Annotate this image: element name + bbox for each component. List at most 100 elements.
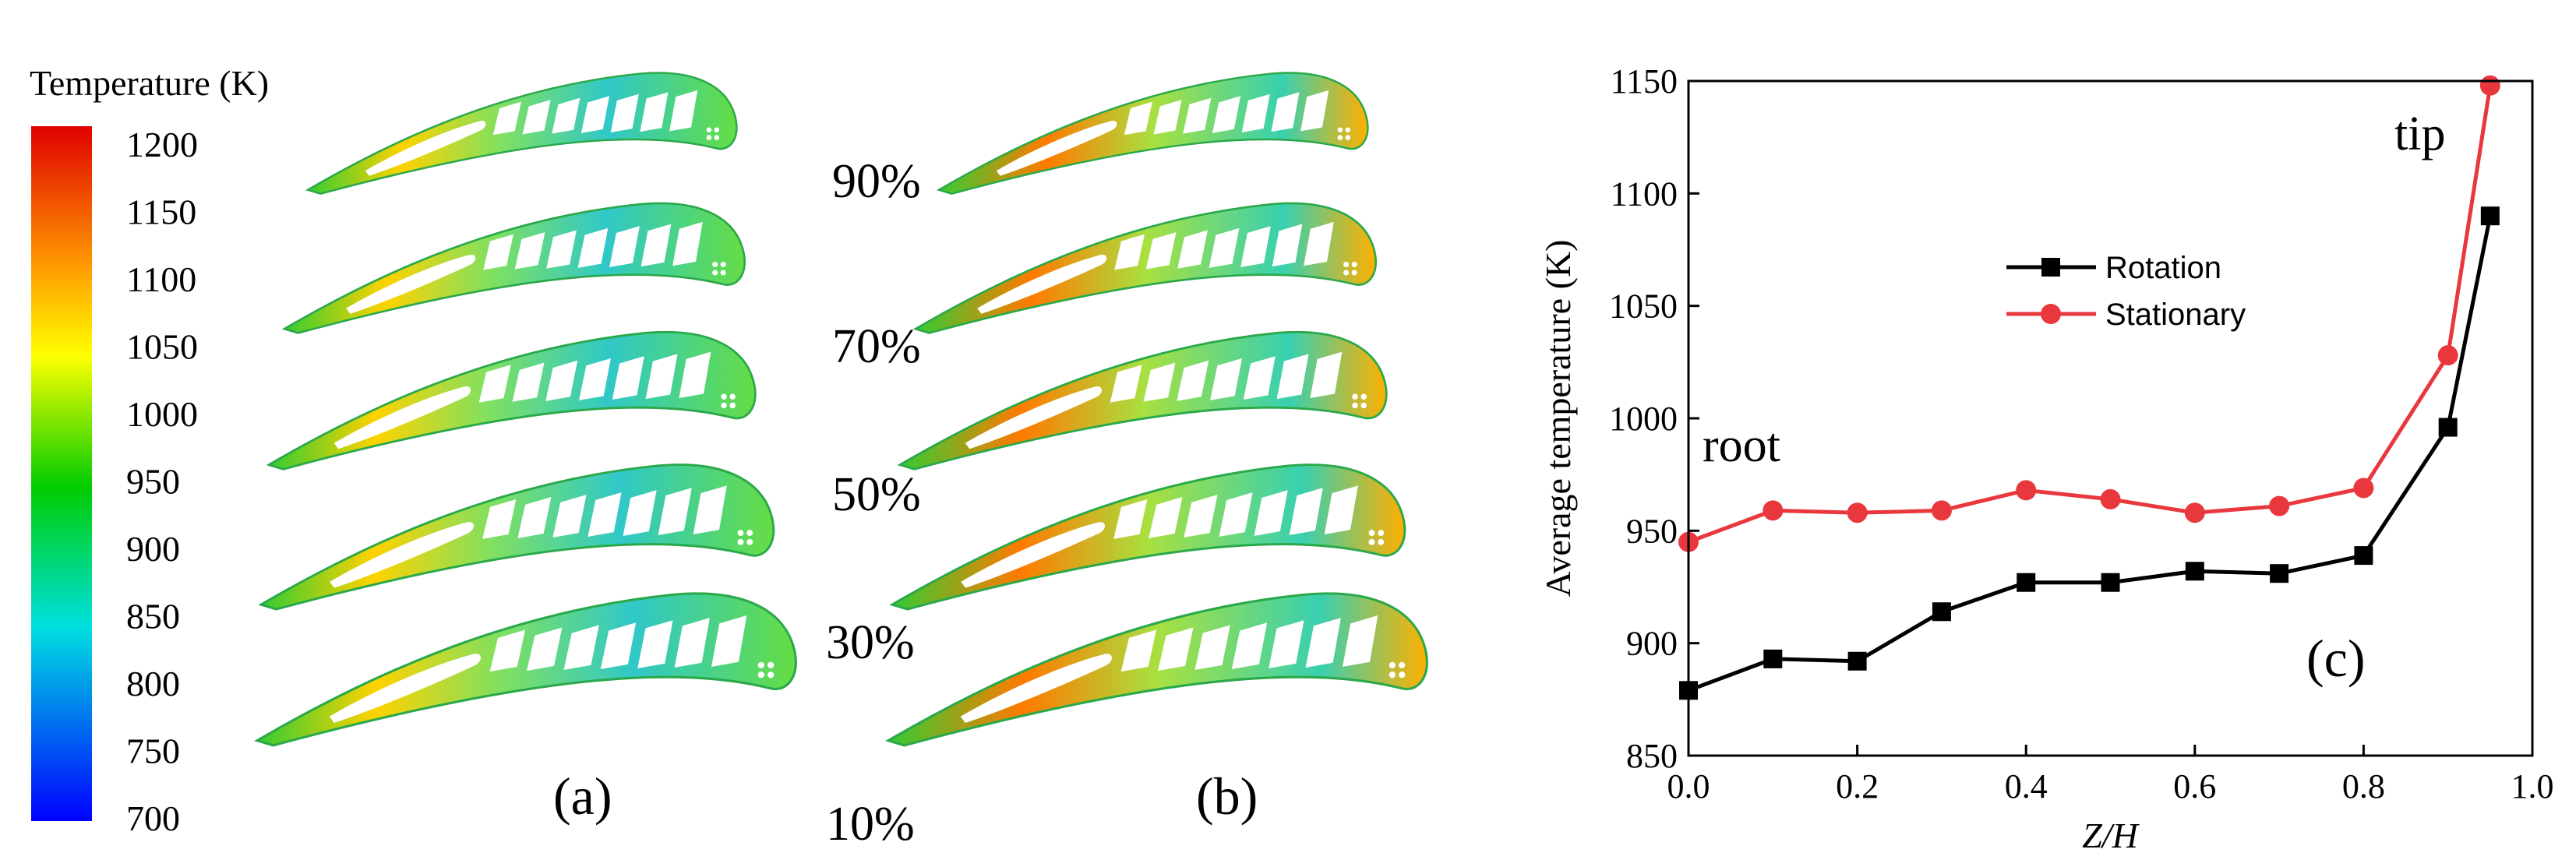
blade-cavity xyxy=(545,360,578,401)
span-label: 10% xyxy=(826,798,915,851)
x-tick-label: 0.8 xyxy=(2342,767,2385,805)
blade-cavity xyxy=(1114,234,1145,270)
point-rotation xyxy=(2270,564,2289,583)
blade-pin-hole xyxy=(1399,671,1406,678)
series-line-rotation xyxy=(1688,215,2493,693)
blade-cavity xyxy=(658,488,692,536)
blade-pin-hole xyxy=(720,261,726,267)
colorbar-tick-label: 1000 xyxy=(126,394,198,434)
panel-a-label: (a) xyxy=(553,767,612,826)
blade-cavity xyxy=(1124,101,1152,136)
blade-cavity xyxy=(563,625,599,671)
blade-cavity xyxy=(1304,221,1334,266)
blade-cavity xyxy=(623,490,657,536)
blade-cavity xyxy=(1300,90,1329,132)
blade-cavity xyxy=(527,627,563,671)
blade-cavity xyxy=(996,121,1117,176)
blade-cavity xyxy=(965,386,1103,449)
y-tick-label: 1000 xyxy=(1609,400,1678,438)
blade-cavity xyxy=(693,485,727,535)
colorbar-tick-label: 800 xyxy=(126,664,180,703)
panel-b-blades xyxy=(885,72,1428,747)
blade-cavity xyxy=(1269,620,1304,668)
blade-cavity xyxy=(610,93,639,132)
blade-pin-hole xyxy=(1337,135,1343,140)
span-label: 30% xyxy=(826,616,915,669)
colorbar-tick-label: 1100 xyxy=(126,259,196,299)
y-tick-label: 900 xyxy=(1626,625,1678,663)
x-tick-label: 0.4 xyxy=(2005,767,2048,805)
y-tick-label: 950 xyxy=(1626,512,1678,550)
blade-cavity xyxy=(482,499,517,539)
blade-cavity xyxy=(1231,622,1268,670)
blade-pin-hole xyxy=(1368,530,1375,536)
blade-cavity xyxy=(711,615,747,667)
legend-label: Rotation xyxy=(2105,251,2221,285)
blade-pin-hole xyxy=(746,538,753,545)
blade-cavity xyxy=(1342,615,1378,667)
x-tick-label: 0.0 xyxy=(1667,767,1710,805)
blade-cavity xyxy=(600,622,637,670)
blade-pin-hole xyxy=(712,270,718,276)
y-axis-label: Average temperature (K) xyxy=(1538,240,1578,597)
blade-pin-hole xyxy=(720,270,726,276)
blade-cavity xyxy=(1324,485,1358,535)
blade-pin-hole xyxy=(737,530,744,536)
point-rotation xyxy=(2017,573,2036,592)
colorbar-tick-label: 900 xyxy=(126,529,180,569)
blade-cavity xyxy=(1241,93,1270,132)
chart-series xyxy=(1678,75,2500,700)
blade-pin-hole xyxy=(1345,127,1351,132)
x-tick-label: 0.6 xyxy=(2173,767,2216,805)
point-rotation xyxy=(2185,562,2204,581)
x-axis-ticks: 0.0 0.2 0.4 0.6 0.8 1.0 xyxy=(1667,745,2554,805)
blade-pin-hole xyxy=(1378,538,1385,545)
y-tick-label: 1050 xyxy=(1609,287,1678,326)
point-rotation xyxy=(2101,573,2120,592)
blade-cavity xyxy=(977,254,1107,314)
blade-cavity xyxy=(552,495,587,538)
blade-pin-hole xyxy=(1337,127,1343,132)
blade-cavity xyxy=(637,620,673,668)
blade-pin-hole xyxy=(737,538,744,545)
blade-airfoil xyxy=(897,330,1388,471)
blade-b xyxy=(889,463,1406,611)
blade-cavity xyxy=(329,654,481,724)
colorbar-tick-label: 950 xyxy=(126,462,180,502)
point-stationary xyxy=(2437,345,2458,366)
blade-b xyxy=(912,202,1377,334)
chart-legend: Rotation Stationary xyxy=(2006,251,2246,332)
blade-cavity xyxy=(492,101,521,136)
blade-cavity xyxy=(645,354,678,400)
blade-pin-hole xyxy=(714,135,720,140)
blade-cavity xyxy=(1113,499,1148,539)
blade-cavity xyxy=(1153,100,1182,135)
blade-airfoil xyxy=(912,202,1377,334)
y-tick-label: 850 xyxy=(1626,737,1678,775)
blade-cavity xyxy=(579,358,611,400)
blade-cavity xyxy=(346,254,476,314)
blade-airfoil xyxy=(885,592,1428,747)
blade-pin-hole xyxy=(706,135,712,140)
span-label: 50% xyxy=(832,468,921,521)
point-rotation xyxy=(2480,206,2500,226)
point-stationary xyxy=(2353,478,2374,499)
blade-cavity xyxy=(679,351,711,399)
blade-cavity xyxy=(1210,358,1242,400)
colorbar-tick-label: 700 xyxy=(126,798,180,838)
blade-pin-hole xyxy=(706,127,712,132)
blade-cavity xyxy=(1305,618,1341,668)
blade-cavity xyxy=(1158,627,1194,671)
blade-cavity xyxy=(1177,360,1209,401)
point-stationary xyxy=(2184,502,2205,523)
blade-cavity xyxy=(640,224,672,267)
blade-a xyxy=(305,72,738,195)
blade-airfoil xyxy=(889,463,1406,611)
span-label: 70% xyxy=(832,320,921,373)
blade-cavity xyxy=(674,618,710,668)
point-stationary xyxy=(1931,500,1952,521)
blade-pin-hole xyxy=(1368,538,1375,545)
blade-pin-hole xyxy=(746,530,753,536)
colorbar-gradient xyxy=(31,126,92,821)
blade-cavity xyxy=(1240,226,1271,267)
